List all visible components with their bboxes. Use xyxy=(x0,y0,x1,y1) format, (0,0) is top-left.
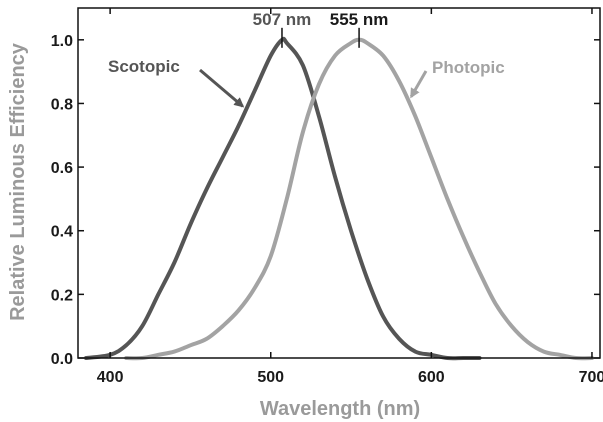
x-axis-title: Wavelength (nm) xyxy=(260,398,420,420)
series-line-photopic xyxy=(126,40,592,358)
y-axis-title: Relative Luminous Efficiency xyxy=(7,42,29,321)
y-tick-label: 0.2 xyxy=(51,287,73,304)
y-axis-ticks: 0.0 0.2 0.4 0.6 0.8 1.0 xyxy=(51,33,600,368)
x-tick-label: 600 xyxy=(418,369,445,386)
x-tick-label: 400 xyxy=(97,369,124,386)
annotation-arrow xyxy=(411,71,426,97)
y-tick-label: 0.6 xyxy=(51,160,73,177)
y-tick-label: 0.4 xyxy=(51,224,73,241)
annotation-arrow xyxy=(200,70,243,106)
peak-label: 555 nm xyxy=(330,10,389,29)
y-tick-label: 0.0 xyxy=(51,351,73,368)
peak-label: 507 nm xyxy=(253,10,312,29)
x-tick-label: 700 xyxy=(579,369,603,386)
series-line-scotopic xyxy=(86,39,480,358)
y-tick-label: 0.8 xyxy=(51,96,73,113)
y-tick-label: 1.0 xyxy=(51,33,73,50)
x-tick-label: 500 xyxy=(257,369,284,386)
series-annotation-label: Photopic xyxy=(432,58,505,77)
series-annotation-label: Scotopic xyxy=(108,57,180,76)
series-layer xyxy=(86,39,592,358)
annotation-layer: Scotopic Photopic 507 nm 555 nm xyxy=(108,10,505,106)
